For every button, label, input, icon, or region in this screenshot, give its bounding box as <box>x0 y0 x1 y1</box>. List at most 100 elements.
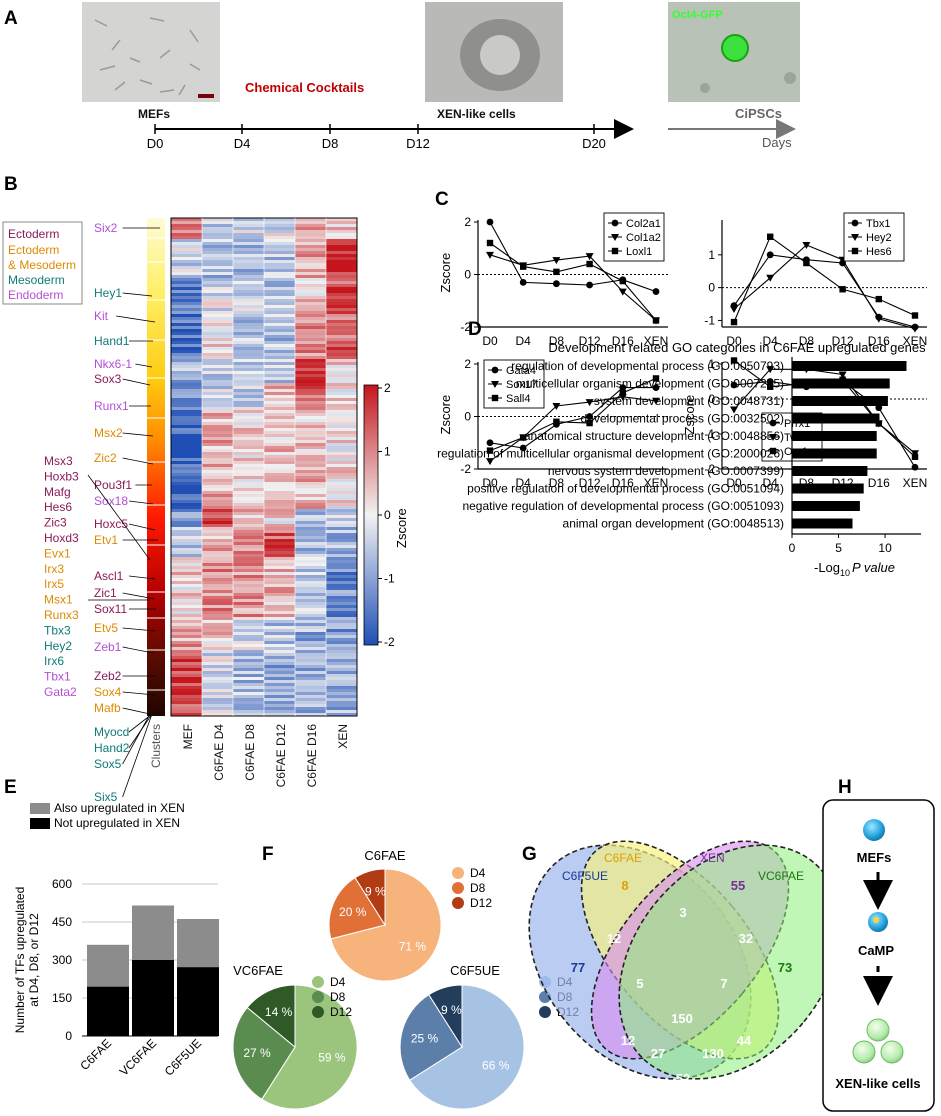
heatmap-cell <box>202 269 233 273</box>
data-point <box>730 305 738 313</box>
heatmap-cell <box>326 707 357 711</box>
heatmap-cell <box>171 551 202 555</box>
colorbar-frame <box>363 384 379 646</box>
heatmap-cell <box>171 584 202 588</box>
heatmap-cell <box>264 686 295 690</box>
heatmap-cell <box>202 509 233 513</box>
x-tick-label: C6FAE <box>77 1036 114 1073</box>
heatmap-cell <box>233 386 264 390</box>
heatmap-cell <box>202 557 233 561</box>
heatmap-cell <box>326 278 357 282</box>
heatmap-cell <box>202 419 233 423</box>
heatmap-cell <box>171 389 202 393</box>
heatmap-cell <box>171 533 202 537</box>
heatmap-cell <box>295 269 326 273</box>
heatmap-cell <box>171 392 202 396</box>
heatmap-cell <box>295 392 326 396</box>
data-point <box>486 439 494 447</box>
heatmap-cell <box>264 632 295 636</box>
heatmap-cell <box>264 542 295 546</box>
heatmap-cell <box>233 584 264 588</box>
gene-label: Sox5 <box>94 757 122 771</box>
heatmap-cell <box>233 536 264 540</box>
heatmap-cell <box>264 611 295 615</box>
heatmap-cell <box>202 515 233 519</box>
gene-leader-line <box>122 432 154 437</box>
panel-label-g: G <box>522 844 537 865</box>
venn-count-e: 7 <box>720 976 727 991</box>
heatmap-cell <box>264 221 295 225</box>
heatmap-cell <box>171 455 202 459</box>
heatmap-cell <box>233 326 264 330</box>
heatmap-cell <box>326 365 357 369</box>
cipsc-label: CiPSCs <box>735 106 782 121</box>
legend-label: D4 <box>330 975 346 989</box>
heatmap-cell <box>233 437 264 441</box>
heatmap-cell <box>202 548 233 552</box>
heatmap-cell <box>326 620 357 624</box>
heatmap-cell <box>171 674 202 678</box>
heatmap-cell <box>295 653 326 657</box>
heatmap-cell <box>326 269 357 273</box>
gene-leader-line <box>128 575 156 580</box>
heatmap-cell <box>171 296 202 300</box>
heatmap-cell <box>295 407 326 411</box>
heatmap-cell <box>233 527 264 531</box>
heatmap-cell <box>264 680 295 684</box>
heatmap-cell <box>295 533 326 537</box>
heatmap-cell <box>202 470 233 474</box>
heatmap-cell <box>202 308 233 312</box>
heatmap-cell <box>326 434 357 438</box>
heatmap-cell <box>326 644 357 648</box>
heatmap-cell <box>264 305 295 309</box>
heatmap-cell <box>202 320 233 324</box>
panel-label-e: E <box>4 777 17 798</box>
bar-category-label: multicellular organism development (GO:0… <box>516 377 784 391</box>
heatmap-cell <box>295 644 326 648</box>
heatmap-column-label: C6FAE D12 <box>274 724 288 788</box>
heatmap-cell <box>171 239 202 243</box>
heatmap-cell <box>264 464 295 468</box>
data-point <box>875 404 883 412</box>
gene-leader-line <box>122 627 156 632</box>
heatmap-cell <box>264 302 295 306</box>
heatmap-cell <box>171 230 202 234</box>
gene-label: Zic1 <box>94 586 117 600</box>
heatmap-cell <box>264 512 295 516</box>
heatmap-cell <box>295 695 326 699</box>
heatmap-cell <box>295 239 326 243</box>
heatmap-cell <box>202 359 233 363</box>
heatmap-cell <box>295 668 326 672</box>
heatmap-cell <box>233 278 264 282</box>
heatmap-cell <box>202 362 233 366</box>
bar-category-label: animal organ development (GO:0048513) <box>563 517 784 531</box>
heatmap-cell <box>264 584 295 588</box>
heatmap-cell <box>326 428 357 432</box>
chart-title: Development related GO categories in C6F… <box>548 340 926 355</box>
heatmap-cell <box>171 581 202 585</box>
heatmap-cell <box>264 566 295 570</box>
panel-g: G C6F5UE C6FAE XEN VC6FAE 77 8 55 73 12 … <box>522 840 842 1086</box>
x-tick-label: D16 <box>612 334 634 348</box>
heatmap-cell <box>326 608 357 612</box>
heatmap-cell <box>264 707 295 711</box>
heatmap-cell <box>233 662 264 666</box>
heatmap-cell <box>326 293 357 297</box>
heatmap-cell <box>264 401 295 405</box>
pie-slice-d4 <box>409 984 525 1110</box>
heatmap-cell <box>171 554 202 558</box>
heatmap-cell <box>202 545 233 549</box>
heatmap-cell <box>171 428 202 432</box>
heatmap-column-label: C6FAE D8 <box>243 724 257 781</box>
heatmap-cell <box>233 473 264 477</box>
heatmap-cell <box>264 527 295 531</box>
timeline-tick-label: D8 <box>322 136 339 151</box>
heatmap-cell <box>233 575 264 579</box>
heatmap-cell <box>264 587 295 591</box>
heatmap-cell <box>264 539 295 543</box>
timeline-ticks: D0 D4 D8 D12 D20 <box>147 124 606 151</box>
gene-label-left: Gata2 <box>44 685 77 699</box>
x-tick-label: XEN <box>644 476 669 490</box>
heatmap-cell <box>326 548 357 552</box>
heatmap-cell <box>202 332 233 336</box>
